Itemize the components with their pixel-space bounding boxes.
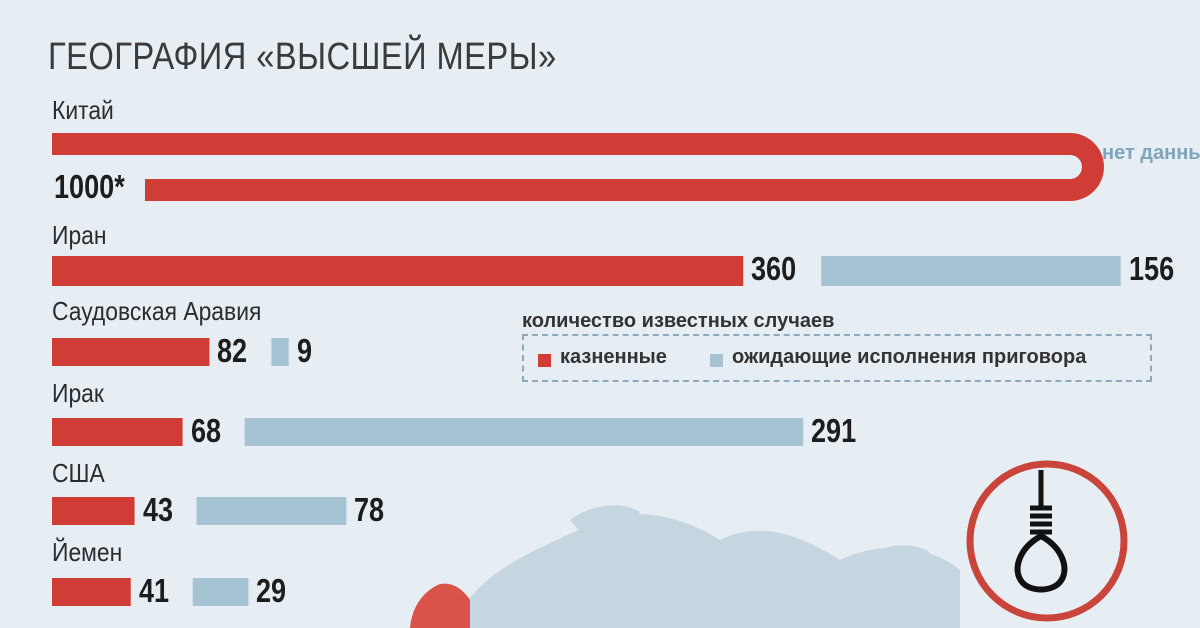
noose-loop <box>1014 532 1068 593</box>
bar-awaiting <box>196 497 347 525</box>
bar-group <box>52 133 1121 606</box>
value-label-executed: 43 <box>142 491 173 528</box>
map-landmass <box>460 513 960 628</box>
category-label: США <box>52 458 105 488</box>
value-label-awaiting: 78 <box>354 491 385 528</box>
category-label: Саудовская Аравия <box>52 296 262 326</box>
value-label-awaiting: 156 <box>1128 250 1174 287</box>
value-label-executed: 82 <box>217 332 248 369</box>
noose-icon <box>966 460 1128 622</box>
bar-awaiting <box>192 578 249 606</box>
bar-executed <box>52 497 135 525</box>
legend-swatch-awaiting <box>710 354 723 367</box>
legend-label-executed: казненные <box>560 346 667 368</box>
world-map <box>410 505 960 628</box>
bar-executed <box>52 133 1104 201</box>
legend-label-awaiting: ожидающие исполнения приговора <box>732 346 1087 368</box>
bar-executed <box>52 418 183 446</box>
category-label: Иран <box>52 220 107 250</box>
legend: количество известных случаев казненные о… <box>520 310 1160 390</box>
value-label-executed: 41 <box>138 572 169 609</box>
category-label: Китай <box>52 95 114 125</box>
bar-awaiting <box>244 418 804 446</box>
value-label-executed: 1000* <box>54 168 125 205</box>
value-label-awaiting: 29 <box>256 572 287 609</box>
map-highlight-region <box>410 583 470 628</box>
value-label-awaiting: 9 <box>296 332 312 369</box>
value-label-executed: 68 <box>190 412 221 449</box>
category-label: Йемен <box>52 537 123 567</box>
bar-awaiting <box>271 338 289 366</box>
bar-executed <box>52 578 131 606</box>
value-label-executed: 360 <box>751 250 797 287</box>
bar-executed <box>52 256 744 286</box>
bar-awaiting <box>821 256 1121 286</box>
map-landmass <box>570 505 640 534</box>
noose-knot <box>1030 505 1052 535</box>
no-data-label: нет данных <box>1102 142 1200 164</box>
value-label-awaiting: 291 <box>811 412 857 449</box>
chart-title: ГЕОГРАФИЯ «ВЫСШЕЙ МЕРЫ» <box>48 36 557 78</box>
bar-executed <box>52 338 210 366</box>
legend-box: казненные ожидающие исполнения приговора <box>522 334 1152 382</box>
legend-title: количество известных случаев <box>522 310 835 332</box>
category-label: Ирак <box>52 378 104 408</box>
noose-ring <box>966 460 1128 622</box>
map-landmass <box>860 545 930 572</box>
legend-swatch-executed <box>538 354 551 367</box>
